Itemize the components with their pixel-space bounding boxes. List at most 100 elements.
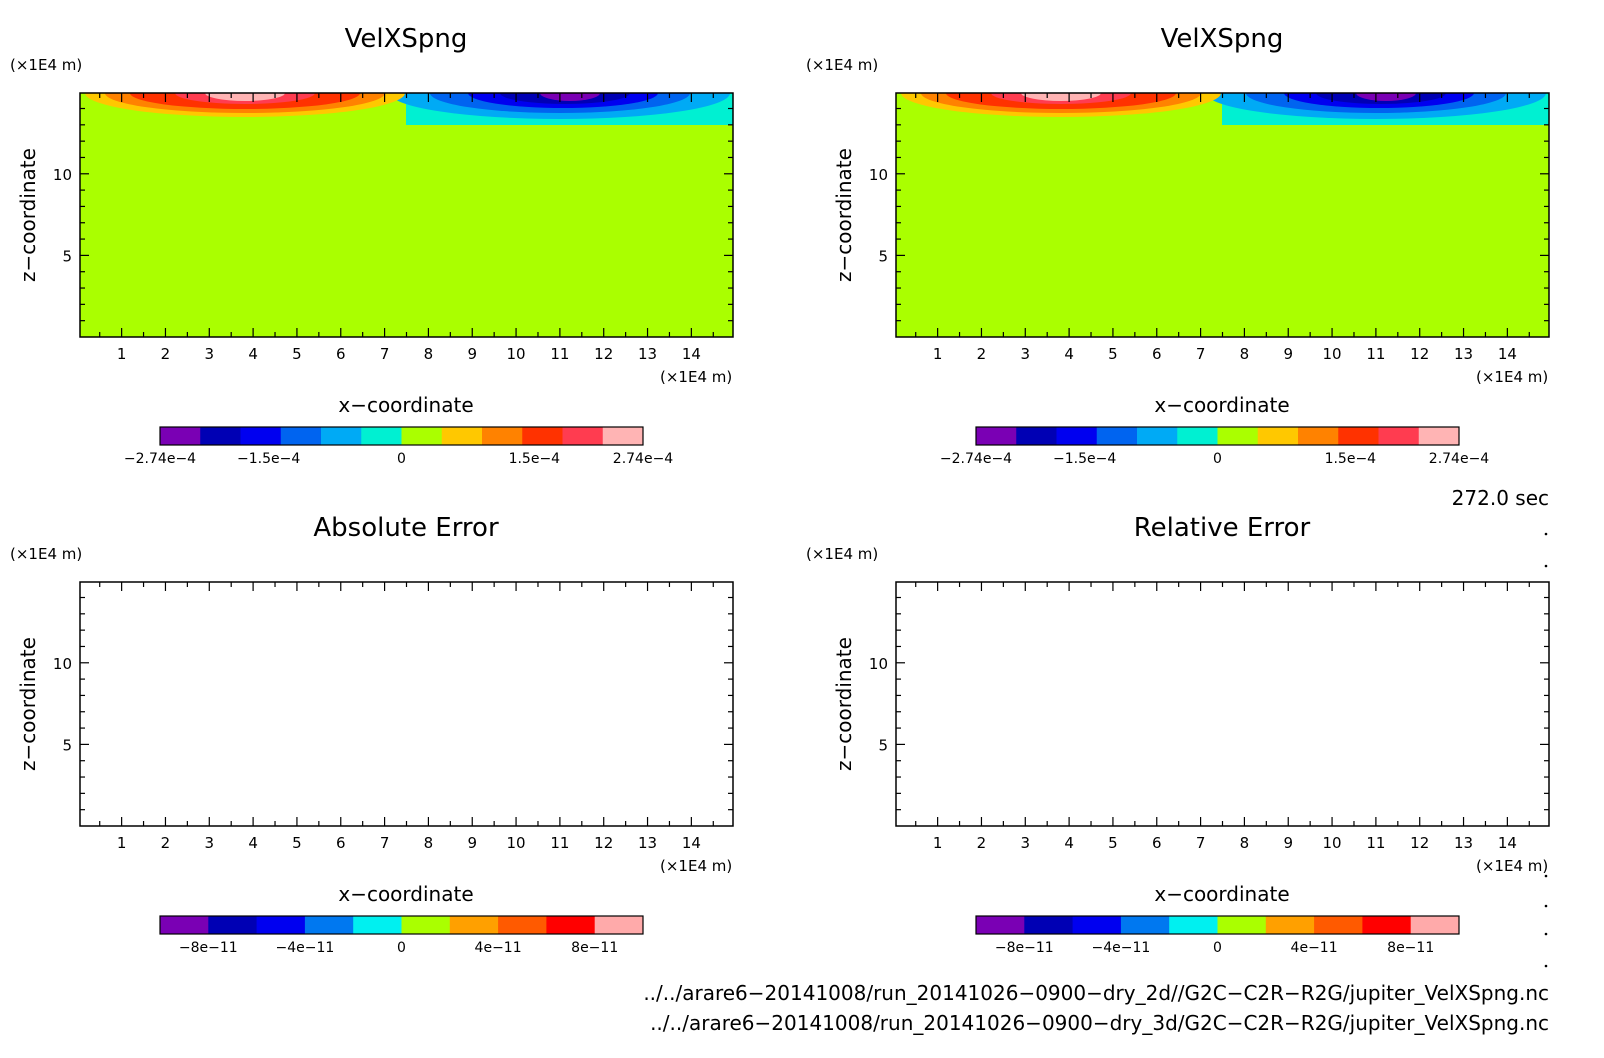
y-tick-labels: 5 10 <box>869 655 888 755</box>
plot-frame <box>895 581 1550 827</box>
plot-frame <box>79 581 734 827</box>
colorbar <box>159 915 644 935</box>
x-tick-label: 7 <box>380 834 390 852</box>
colorbar-swatch <box>401 427 443 445</box>
violet-lobe <box>1356 93 1416 101</box>
tick-marks <box>80 93 733 337</box>
y-tick-labels: 5 10 <box>869 166 888 266</box>
colorbar-tick-label: −4e−11 <box>1092 940 1151 956</box>
x-tick-label: 9 <box>467 345 477 363</box>
y-unit-label: (×1E4 m) <box>806 545 878 563</box>
x-tick-label: 1 <box>933 834 943 852</box>
colorbar-swatch <box>1096 427 1138 445</box>
x-axis-label: x−coordinate <box>1154 882 1289 906</box>
colorbar-swatch <box>160 427 201 445</box>
file-path-3d: ../../arare6−20141008/run_20141026−0900−… <box>650 1011 1549 1035</box>
x-unit-label: (×1E4 m) <box>1476 857 1548 875</box>
x-tick-label: 6 <box>336 345 346 363</box>
colorbar <box>975 915 1460 935</box>
colorbar-swatch <box>200 427 241 445</box>
colorbar-tick-label: 2.74e−4 <box>613 451 674 467</box>
x-tick-label: 4 <box>1064 834 1074 852</box>
y-tick-label: 5 <box>878 247 888 265</box>
colorbar <box>159 426 644 446</box>
x-tick-label: 13 <box>1454 834 1473 852</box>
x-tick-label: 4 <box>248 834 258 852</box>
x-tick-label: 4 <box>248 345 258 363</box>
x-tick-label: 8 <box>424 834 434 852</box>
panel-top-right: VelXSpng (×1E4 m) 1 2 3 4 5 6 7 8 9 10 11 12 13 14 51… <box>806 24 1550 467</box>
x-tick-label: 5 <box>292 345 302 363</box>
x-tick-label: 13 <box>1454 345 1473 363</box>
file-path-2d: ../../arare6−20141008/run_20141026−0900−… <box>643 981 1549 1005</box>
colorbar-swatch <box>1024 916 1074 934</box>
colorbar-swatch <box>498 916 547 934</box>
x-tick-label: 13 <box>638 345 657 363</box>
colorbar-tick-label: −8e−11 <box>179 940 238 956</box>
x-axis-label: x−coordinate <box>1154 393 1289 417</box>
x-tick-label: 8 <box>1240 345 1250 363</box>
x-tick-label: 8 <box>424 345 434 363</box>
x-tick-label: 6 <box>336 834 346 852</box>
colorbar-tick-label: 4e−11 <box>475 940 522 956</box>
y-tick-label: 10 <box>53 655 72 673</box>
panel-title: VelXSpng <box>1161 24 1284 54</box>
x-tick-label: 6 <box>1152 345 1162 363</box>
x-tick-labels: 1 2 3 4 5 6 7 8 9 10 11 12 13 14 <box>933 834 1517 852</box>
x-tick-label: 2 <box>977 345 987 363</box>
colorbar-tick-label: −1.5e−4 <box>237 451 300 467</box>
x-tick-label: 11 <box>550 834 569 852</box>
x-tick-label: 3 <box>205 345 215 363</box>
x-tick-label: 1 <box>117 834 127 852</box>
colorbar-tick-label: 1.5e−4 <box>1325 451 1377 467</box>
colorbar-swatch <box>1120 916 1170 934</box>
x-tick-label: 2 <box>161 345 171 363</box>
x-tick-label: 2 <box>977 834 987 852</box>
violet-lobe <box>540 93 600 101</box>
x-tick-label: 9 <box>467 834 477 852</box>
colorbar-swatch <box>1362 916 1412 934</box>
colorbar-tick-label: 0 <box>1213 940 1222 956</box>
x-tick-label: 2 <box>161 834 171 852</box>
panel-bottom-right: Relative Error (×1E4 m) 1 2 3 4 5 6 7 8 9 10 11 12 1… <box>806 513 1550 956</box>
y-axis-label: z−coordinate <box>832 148 856 282</box>
colorbar-swatch <box>1314 916 1363 934</box>
colorbar-tick-labels: −2.74e−4 −1.5e−4 0 1.5e−4 2.74e−4 <box>124 451 673 467</box>
tick-marks <box>896 582 1549 826</box>
panel-title: Absolute Error <box>313 513 499 543</box>
x-tick-labels: 1 2 3 4 5 6 7 8 9 10 11 12 13 14 <box>933 345 1517 363</box>
field-background <box>80 93 733 337</box>
colorbar-swatch <box>449 916 499 934</box>
colorbar-tick-label: −2.74e−4 <box>124 451 196 467</box>
y-tick-label: 5 <box>62 247 72 265</box>
y-unit-label: (×1E4 m) <box>10 56 82 74</box>
panel-title: Relative Error <box>1134 513 1311 543</box>
pink-lobe <box>1021 93 1101 101</box>
colorbar-swatch <box>1056 427 1098 445</box>
colorbar-swatch <box>1072 916 1122 934</box>
y-tick-label: 10 <box>869 166 888 184</box>
colorbar-swatch <box>1217 427 1259 445</box>
colorbar-tick-label: 0 <box>397 940 406 956</box>
x-tick-label: 6 <box>1152 834 1162 852</box>
y-tick-labels: 5 10 <box>53 166 72 266</box>
x-tick-label: 10 <box>507 834 526 852</box>
dot <box>1544 874 1548 878</box>
x-tick-label: 9 <box>1283 345 1293 363</box>
x-tick-label: 14 <box>682 834 701 852</box>
x-tick-label: 14 <box>682 345 701 363</box>
x-tick-label: 5 <box>292 834 302 852</box>
x-tick-label: 10 <box>507 345 526 363</box>
heatmap-field <box>80 93 733 337</box>
colorbar-swatch <box>1217 916 1267 934</box>
colorbar-swatch <box>976 916 1025 934</box>
x-tick-label: 4 <box>1064 345 1074 363</box>
y-axis-label: z−coordinate <box>832 637 856 771</box>
panel-top-left: VelXSpng (×1E4 m) 1 2 3 4 5 6 7 8 9 10 11 12 13 14 51… <box>10 24 734 467</box>
x-tick-label: 10 <box>1323 345 1342 363</box>
y-unit-label: (×1E4 m) <box>10 545 82 563</box>
x-tick-label: 1 <box>117 345 127 363</box>
x-unit-label: (×1E4 m) <box>1476 368 1548 386</box>
x-tick-label: 12 <box>1410 834 1429 852</box>
x-tick-label: 7 <box>1196 345 1206 363</box>
